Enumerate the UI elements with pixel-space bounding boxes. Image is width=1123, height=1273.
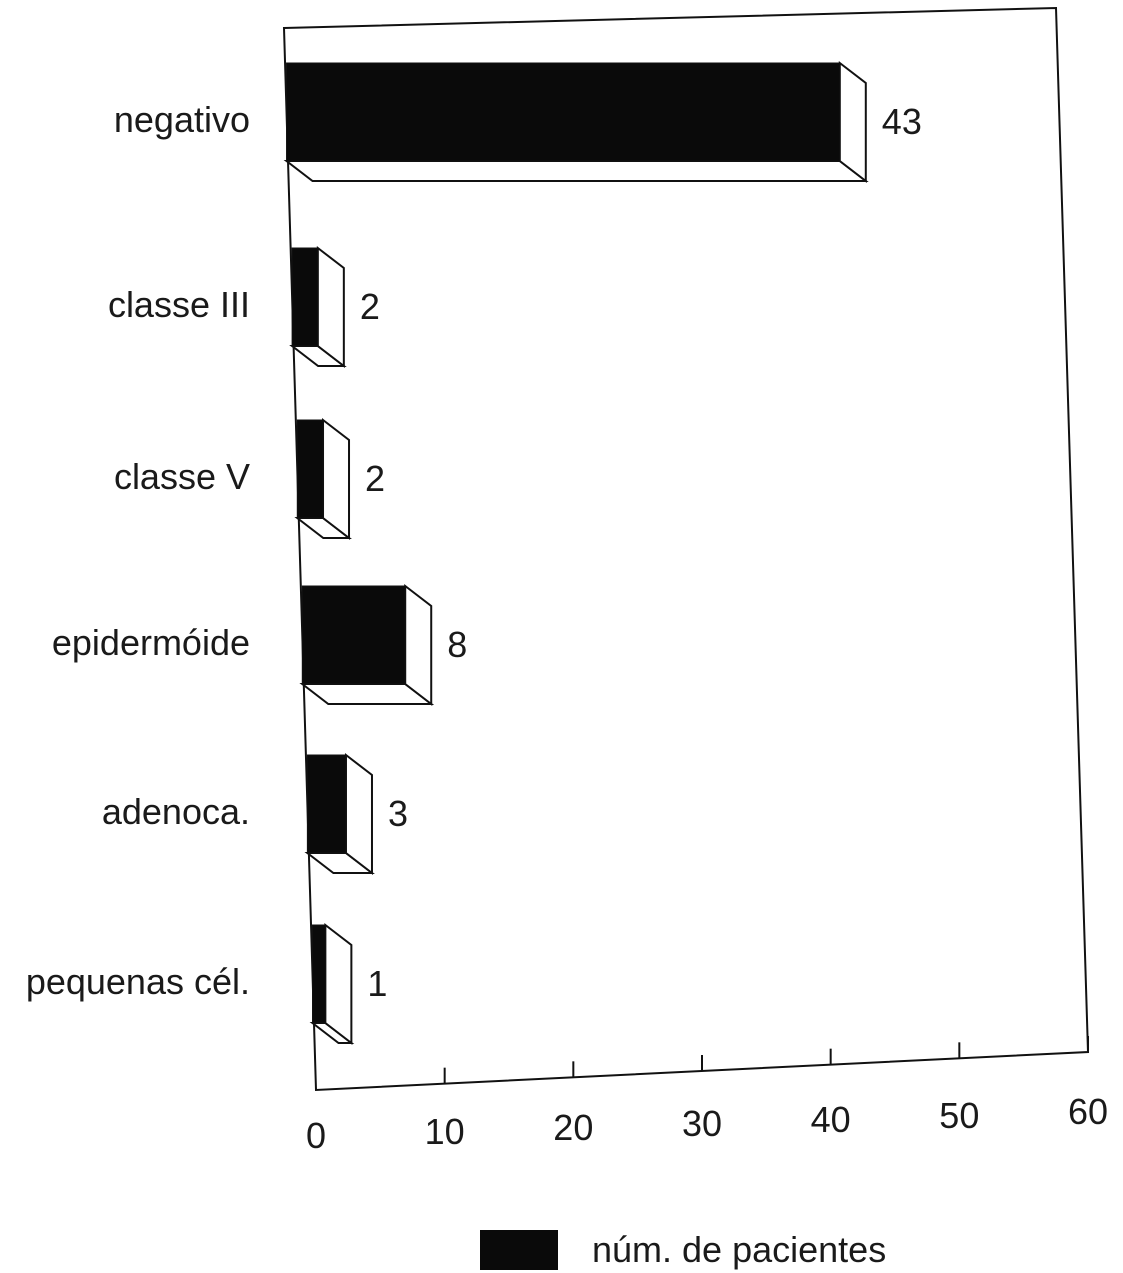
category-label: adenoca.	[102, 791, 250, 832]
bar-bottom-face	[287, 161, 866, 181]
x-tick-label: 50	[939, 1095, 979, 1136]
legend-label: núm. de pacientes	[592, 1229, 886, 1270]
category-labels: negativo classe III classe V epidermóide ade…	[26, 99, 250, 1002]
x-tick-label: 20	[553, 1107, 593, 1148]
bar-group: 2	[292, 248, 380, 366]
legend-swatch	[480, 1230, 558, 1270]
x-axis-ticks: 0 10 20 30 40 50 60	[306, 1036, 1108, 1156]
x-tick-label: 60	[1068, 1091, 1108, 1132]
x-tick-label: 0	[306, 1115, 326, 1156]
bar-group: 1	[313, 925, 388, 1043]
data-label: 2	[365, 458, 385, 499]
data-label: 1	[367, 963, 387, 1004]
bar	[302, 586, 405, 684]
bar	[297, 420, 323, 518]
category-label: classe V	[114, 456, 250, 497]
bar	[307, 755, 346, 853]
legend: núm. de pacientes	[480, 1229, 886, 1270]
bar-group: 2	[297, 420, 385, 538]
category-label: epidermóide	[52, 622, 250, 663]
bar-end-face	[323, 420, 349, 538]
bar-end-face	[318, 248, 344, 366]
bar-group: 3	[307, 755, 408, 873]
bar-end-face	[325, 925, 351, 1043]
bar-end-face	[405, 586, 431, 704]
category-label: classe III	[108, 284, 250, 325]
data-label: 8	[447, 624, 467, 665]
category-label: negativo	[114, 99, 250, 140]
bar-group: 8	[302, 586, 467, 704]
data-label: 3	[388, 793, 408, 834]
bar	[313, 925, 326, 1023]
bar	[287, 63, 840, 161]
bar	[292, 248, 318, 346]
x-tick-label: 30	[682, 1103, 722, 1144]
x-tick-label: 10	[425, 1111, 465, 1152]
bar-end-face	[840, 63, 866, 181]
bar-group: 43	[287, 63, 922, 181]
data-label: 2	[360, 286, 380, 327]
category-label: pequenas cél.	[26, 961, 250, 1002]
x-tick-label: 40	[811, 1099, 851, 1140]
bar-end-face	[346, 755, 372, 873]
data-label: 43	[882, 101, 922, 142]
bars: 43 2 2 8 3 1	[287, 63, 922, 1043]
